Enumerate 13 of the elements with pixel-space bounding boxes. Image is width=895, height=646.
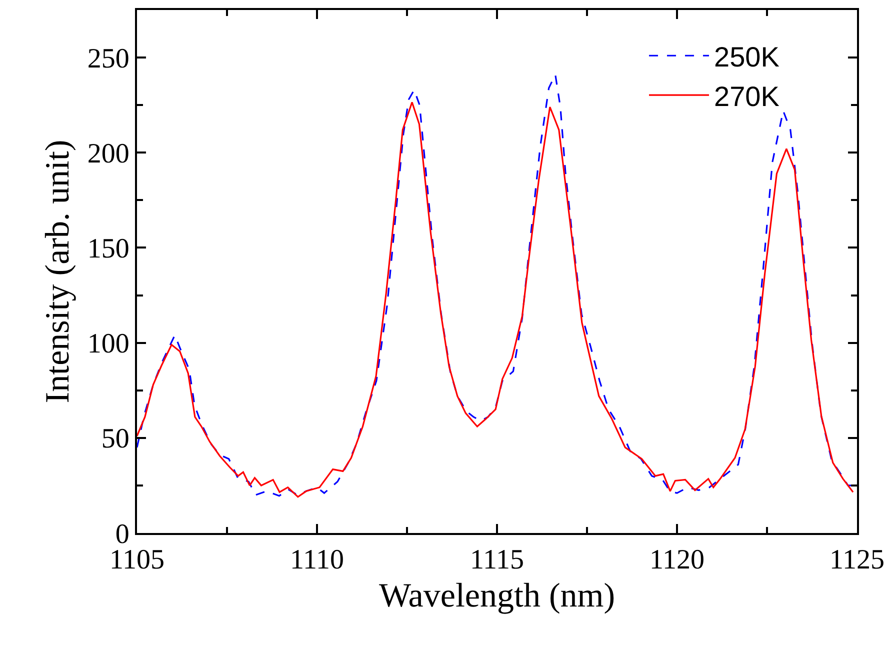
x-tick-label: 1110 [290,544,344,576]
x-axis-title: Wavelength (nm) [378,577,616,614]
y-tick-label: 50 [101,424,130,455]
legend-label: 270K [714,80,780,112]
y-tick-label: 100 [87,328,130,360]
x-tick-label: 1115 [470,544,524,576]
y-tick-label: 200 [87,138,130,170]
x-tick-label: 1120 [650,544,704,576]
legend-label: 250K [714,42,780,73]
x-tick-label: 1125 [830,544,884,576]
y-tick-label: 250 [87,43,130,74]
y-tick-label: 150 [87,234,130,265]
y-axis-title: Intensity (arb. unit) [40,140,76,404]
